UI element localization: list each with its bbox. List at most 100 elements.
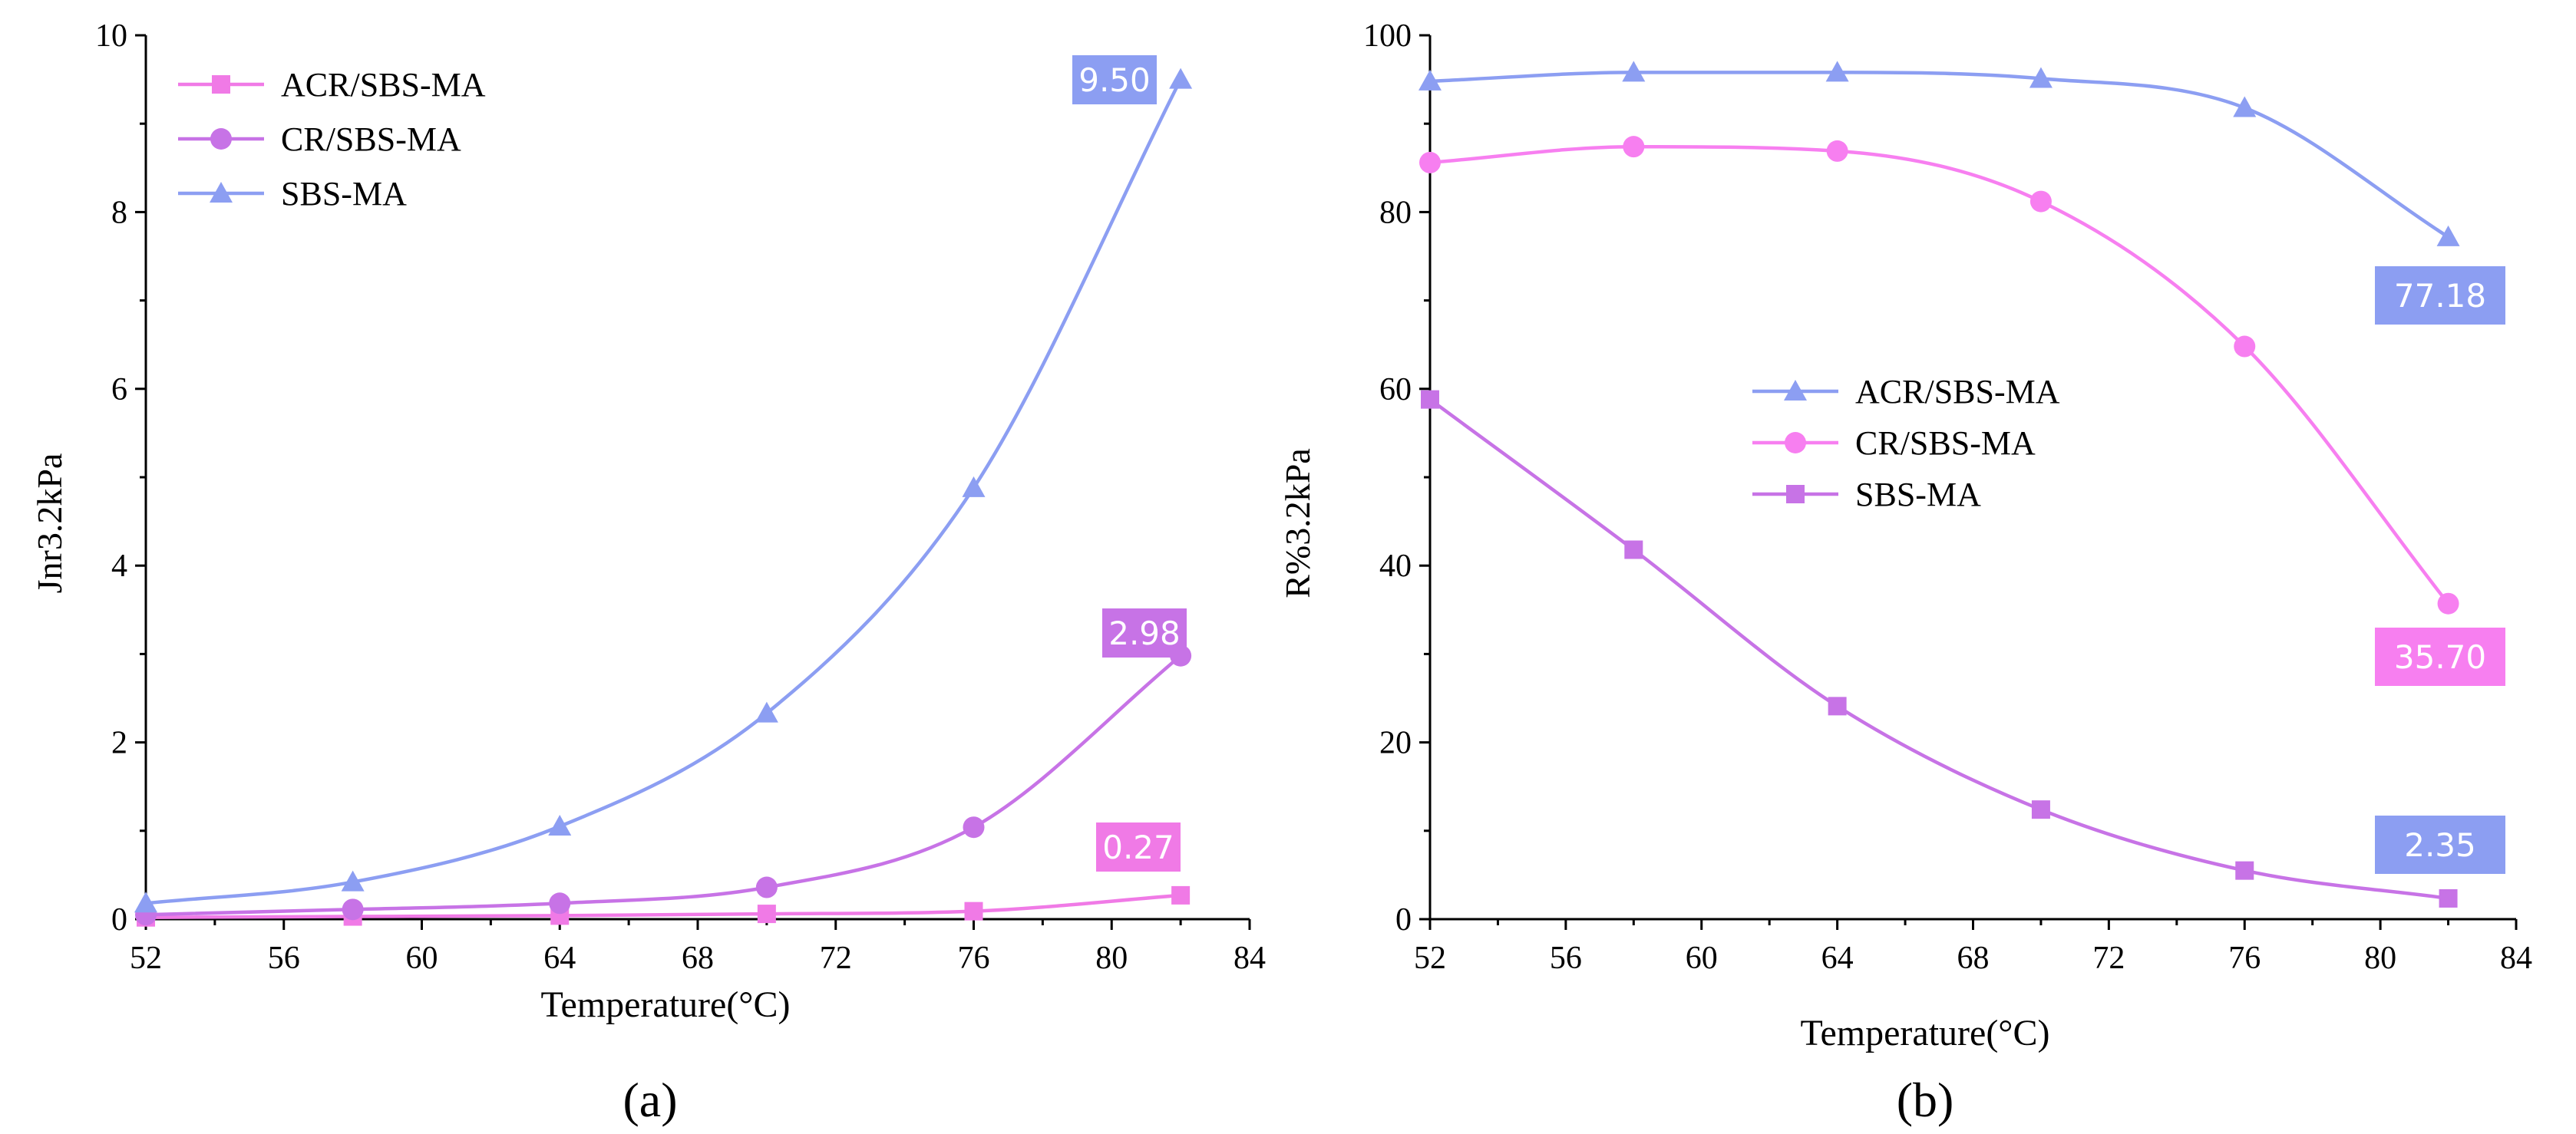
legend-marker-a xyxy=(210,128,232,150)
legend-marker-b xyxy=(1786,485,1805,503)
y-tick-label-b: 60 xyxy=(1379,372,1412,407)
data-point-b xyxy=(1624,540,1643,559)
y-tick-label-b: 40 xyxy=(1379,549,1412,584)
data-point-a xyxy=(962,476,986,497)
series-b-0 xyxy=(1418,61,2460,246)
callout-box-a xyxy=(1102,608,1187,658)
x-tick-label-b: 56 xyxy=(1550,941,1582,976)
data-point-a xyxy=(757,905,776,924)
series-line-a xyxy=(145,893,1181,919)
data-point-b xyxy=(1828,697,1847,716)
data-point-a xyxy=(548,815,572,836)
data-point-a xyxy=(549,892,571,915)
series-line-a xyxy=(145,654,1182,917)
legend-item-a: ACR/SBS-MA xyxy=(178,66,486,104)
legend-label-a: SBS-MA xyxy=(281,175,407,213)
x-tick-label-b: 76 xyxy=(2228,941,2261,976)
x-axis-label-a: Temperature(°C) xyxy=(540,984,790,1025)
series-a-2 xyxy=(134,68,1193,913)
data-point-b xyxy=(2235,861,2254,880)
data-point-a xyxy=(755,701,778,723)
x-tick-label-a: 76 xyxy=(958,941,990,976)
end-value-callout-b: 77.18 xyxy=(2375,266,2505,325)
end-value-callout-a: 0.27 xyxy=(1096,822,1181,872)
legend-label-b: CR/SBS-MA xyxy=(1855,424,2036,462)
x-tick-label-a: 72 xyxy=(820,941,852,976)
data-point-a xyxy=(964,902,983,921)
y-axis-label-b: R%3.2kPa xyxy=(1278,448,1317,598)
legend-marker-b xyxy=(1785,432,1806,453)
y-tick-label-b: 20 xyxy=(1379,726,1412,761)
x-tick-label-a: 60 xyxy=(406,941,438,976)
legend-item-b: ACR/SBS-MA xyxy=(1752,373,2060,410)
data-point-b xyxy=(2234,335,2256,358)
data-point-b xyxy=(2029,67,2053,88)
data-point-b xyxy=(1623,136,1645,158)
x-tick-label-a: 56 xyxy=(268,941,300,976)
x-tick-label-a: 52 xyxy=(130,941,162,976)
plot-area-b: 52 56 60 64 68 72 76 80 84 0 20 40 60 80 100 ACR/SBS-MA… xyxy=(1363,18,2532,976)
data-point-b xyxy=(1826,140,1848,162)
data-point-b xyxy=(2029,190,2052,213)
y-tick-label-a: 6 xyxy=(111,372,127,407)
series-line-b xyxy=(1429,71,2449,239)
chart-panel-b: 52 56 60 64 68 72 76 80 84 0 20 40 60 80 100 ACR/SBS-MA… xyxy=(1278,18,2532,1127)
data-point-b xyxy=(2436,225,2460,246)
end-value-callout-a: 2.98 xyxy=(1102,608,1187,658)
callout-label-b: 77.18 xyxy=(2394,277,2486,315)
series-line-b xyxy=(1428,397,2449,901)
data-point-b xyxy=(1622,61,1646,82)
end-value-callout-b: 2.35 xyxy=(2375,816,2505,874)
callout-box-b xyxy=(2375,816,2505,874)
data-point-b xyxy=(1419,151,1441,173)
callout-box-a xyxy=(1096,822,1181,872)
x-tick-label-b: 84 xyxy=(2500,941,2532,976)
data-point-a xyxy=(1171,885,1191,905)
callout-box-b xyxy=(2375,266,2505,325)
data-point-b xyxy=(1421,390,1439,409)
data-point-a xyxy=(755,876,778,898)
data-point-a xyxy=(963,816,985,839)
end-value-callout-a: 9.50 xyxy=(1072,55,1157,104)
x-tick-label-a: 84 xyxy=(1234,941,1266,976)
legend-marker-a xyxy=(210,182,233,203)
callout-label-a: 0.27 xyxy=(1102,829,1174,866)
x-axis-label-b: Temperature(°C) xyxy=(1800,1013,2049,1053)
x-tick-label-b: 80 xyxy=(2364,941,2396,976)
y-tick-label-a: 8 xyxy=(111,195,127,230)
panel-label-b: (b) xyxy=(1897,1073,1954,1127)
callout-label-a: 2.98 xyxy=(1108,615,1181,652)
series-b-1 xyxy=(1419,136,2459,615)
legend-label-a: ACR/SBS-MA xyxy=(281,66,486,104)
data-point-b xyxy=(1418,69,1442,91)
chart-panel-a: 52 56 60 64 68 72 76 80 840246810ACR/SBS-MACR/SB… xyxy=(30,18,1266,1127)
y-tick-label-a: 2 xyxy=(111,726,127,761)
y-tick-label-b: 80 xyxy=(1379,195,1412,230)
x-tick-label-a: 80 xyxy=(1095,941,1128,976)
y-axis-label-a: Jnr3.2kPa xyxy=(30,453,69,594)
data-point-a xyxy=(1169,68,1193,89)
panel-label-a: (a) xyxy=(623,1073,677,1127)
legend-item-a: CR/SBS-MA xyxy=(178,120,461,158)
x-tick-label-b: 60 xyxy=(1686,941,1718,976)
legend-label-b: ACR/SBS-MA xyxy=(1855,373,2060,410)
data-point-b xyxy=(1825,61,1849,82)
legend-label-a: CR/SBS-MA xyxy=(281,120,461,158)
series-b-2 xyxy=(1421,390,2458,908)
x-tick-label-a: 68 xyxy=(682,941,714,976)
x-tick-label-b: 68 xyxy=(1957,941,1990,976)
end-value-callout-b: 35.70 xyxy=(2375,628,2505,686)
data-point-a xyxy=(341,870,365,892)
callout-label-b: 2.35 xyxy=(2404,826,2476,864)
legend-marker-b xyxy=(1784,380,1807,401)
x-tick-label-b: 64 xyxy=(1821,941,1854,976)
data-point-b xyxy=(2437,592,2459,615)
callout-box-b xyxy=(2375,628,2505,686)
x-tick-label-b: 52 xyxy=(1414,941,1446,976)
y-tick-label-a: 4 xyxy=(111,549,127,584)
x-tick-label-a: 64 xyxy=(543,941,576,976)
y-tick-label-b: 100 xyxy=(1363,18,1412,54)
data-point-b xyxy=(2233,96,2257,117)
legend-item-a: SBS-MA xyxy=(178,175,407,213)
callout-label-b: 35.70 xyxy=(2394,638,2486,676)
